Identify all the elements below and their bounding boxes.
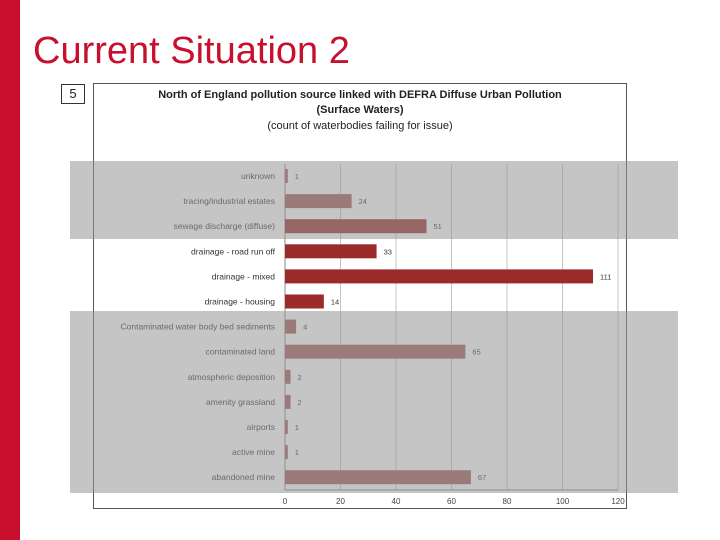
- category-label: drainage - road run off: [191, 246, 276, 256]
- chart-title: North of England pollution source linked…: [158, 89, 562, 101]
- highlight-band-top: [70, 161, 678, 239]
- category-label: drainage - mixed: [212, 271, 276, 281]
- data-label: 111: [600, 272, 611, 281]
- chart-subtitle: (Surface Waters): [316, 104, 404, 116]
- x-tick-label: 80: [503, 497, 512, 506]
- slide-title: Current Situation 2: [33, 30, 350, 72]
- x-tick-label: 0: [283, 497, 288, 506]
- chart-subtitle-count: (count of waterbodies failing for issue): [267, 120, 453, 132]
- bar: [285, 294, 324, 309]
- data-label: 33: [384, 247, 392, 256]
- x-tick-label: 100: [556, 497, 570, 506]
- x-tick-label: 20: [336, 497, 345, 506]
- x-tick-label: 120: [611, 497, 625, 506]
- bar: [285, 269, 594, 284]
- data-label: 14: [331, 298, 339, 307]
- slide-number: 5: [61, 84, 85, 104]
- accent-bar: [0, 0, 20, 540]
- bar: [285, 244, 377, 259]
- category-label: drainage - housing: [205, 297, 276, 307]
- x-tick-label: 60: [447, 497, 456, 506]
- highlight-band-bottom: [70, 311, 678, 493]
- x-tick-label: 40: [392, 497, 401, 506]
